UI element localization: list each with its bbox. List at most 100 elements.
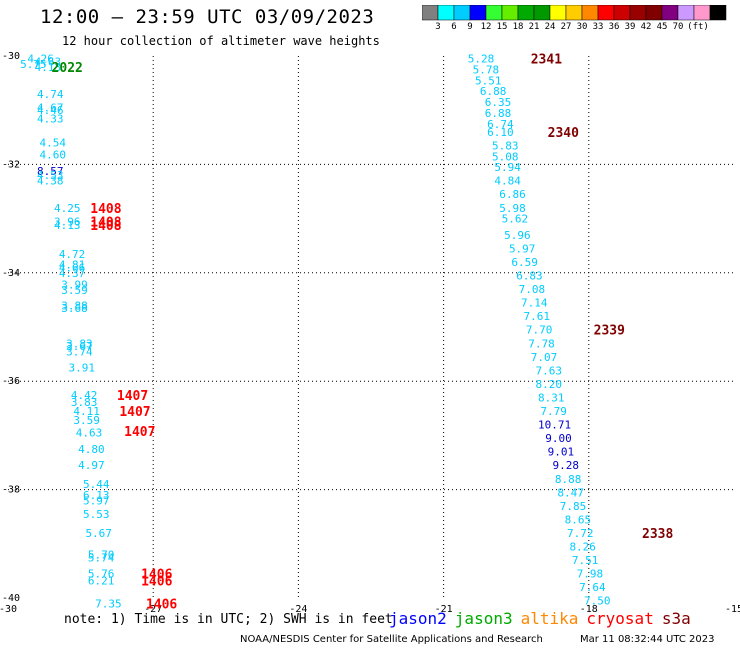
- wave-height-point: 4.72: [59, 248, 86, 261]
- wave-height-point: 7.64: [579, 581, 606, 594]
- legend-entry: cryosat: [586, 609, 654, 628]
- wave-height-point: 6.88: [485, 107, 512, 120]
- pass-time-label: 2338: [642, 527, 673, 542]
- wave-height-point: 3.88: [61, 299, 88, 312]
- wave-height-point: 7.14: [521, 297, 548, 310]
- wave-height-point: 3.91: [69, 362, 96, 375]
- wave-height-point: 9.00: [545, 432, 572, 445]
- wave-height-point: 3.59: [73, 414, 100, 427]
- wave-height-point: 8.65: [565, 513, 592, 526]
- color-scale-label: 24: [544, 22, 556, 32]
- x-tick-label: -24: [289, 604, 307, 615]
- wave-height-point: 3.68: [61, 302, 88, 315]
- wave-height-point: 5.08: [492, 150, 519, 163]
- legend-entry: jason3: [454, 609, 513, 628]
- color-scale-label: 30: [576, 22, 588, 32]
- wave-height-point: 4.33: [37, 112, 64, 125]
- wave-height-point: 7.79: [540, 405, 567, 418]
- wave-height-point: 4.60: [39, 149, 66, 162]
- y-tick-label: -36: [2, 376, 20, 387]
- wave-height-point: 5.94: [494, 161, 521, 174]
- wave-height-point: 6.88: [480, 85, 507, 98]
- wave-height-point: 3.83: [71, 396, 98, 409]
- pass-time-label: 2340: [548, 126, 579, 141]
- x-tick-label: -27: [144, 604, 162, 615]
- footer-note: note: 1) Time is in UTC; 2) SWH is in fe…: [64, 612, 393, 627]
- wave-height-point: 3.59: [61, 284, 88, 297]
- wave-height-point: 7.85: [560, 500, 587, 513]
- y-tick-label: -34: [2, 268, 20, 279]
- color-scale-label: 18: [512, 22, 524, 32]
- chart-title: 12:00 – 23:59 UTC 03/09/2023: [40, 6, 375, 28]
- wave-height-point: 3.74: [66, 345, 93, 358]
- color-scale-label: 21: [528, 22, 540, 32]
- pass-time-label: 2022: [52, 61, 83, 76]
- wave-height-point: 5.74: [88, 551, 115, 564]
- wave-height-point: 8.47: [557, 486, 584, 499]
- wave-height-point: 7.07: [531, 351, 558, 364]
- wave-height-point: 9.01: [548, 446, 575, 459]
- color-scale-label: 70: [672, 22, 684, 32]
- pass-time-label: 1406: [146, 597, 177, 612]
- wave-height-point: 7.35: [95, 597, 122, 610]
- wave-height-point: 7.50: [584, 595, 611, 608]
- wave-height-point: 6.13: [83, 489, 110, 502]
- wave-height-point: 3.99: [61, 279, 88, 292]
- pass-time-label: 2341: [531, 53, 562, 68]
- wave-height-point: 8.31: [538, 391, 565, 404]
- wave-height-point: 4.66: [59, 261, 86, 274]
- wave-height-point: 7.08: [519, 283, 546, 296]
- pass-time-label: 1407: [119, 405, 150, 420]
- wave-height-point: 6.74: [487, 118, 514, 131]
- wave-height-point: 5.97: [83, 494, 110, 507]
- wave-height-point: 4.63: [35, 55, 62, 68]
- wave-height-point: 9.28: [553, 459, 580, 472]
- wave-height-point: 7.98: [577, 568, 604, 581]
- wave-height-point: 5.78: [473, 64, 500, 77]
- wave-height-point: 7.70: [526, 324, 553, 337]
- wave-height-point: 10.71: [538, 419, 571, 432]
- wave-height-point: 4.74: [37, 88, 64, 101]
- wave-height-point: 6.35: [485, 96, 512, 109]
- wave-height-point: 7.72: [567, 527, 594, 540]
- wave-height-point: 4.26: [27, 53, 54, 66]
- legend-entry: altika: [520, 609, 579, 628]
- wave-height-point: 4.25: [54, 202, 80, 215]
- wave-height-point: 5.75: [20, 58, 46, 71]
- wave-height-point: 3.67: [66, 340, 93, 353]
- wave-height-point: 5.70: [88, 549, 115, 562]
- wave-height-point: 8.26: [569, 541, 596, 554]
- wave-height-point: 4.80: [78, 443, 105, 456]
- color-scale-label: 12: [480, 22, 492, 32]
- wave-height-point: 5.67: [85, 527, 112, 540]
- wave-height-point: 6.21: [88, 575, 115, 588]
- x-tick-label: -30: [0, 604, 17, 615]
- wave-height-point: 5.98: [499, 202, 526, 215]
- wave-height-point: 5.44: [83, 478, 110, 491]
- generation-timestamp: Mar 11 08:32:44 UTC 2023: [580, 634, 715, 645]
- legend-entry: jason2: [389, 609, 447, 628]
- wave-height-point: 4.37: [59, 267, 86, 280]
- pass-time-label: 1407: [124, 425, 155, 440]
- color-scale-label: 27: [560, 22, 572, 32]
- color-scale-label: 3: [435, 22, 441, 32]
- wave-height-point: 4.53: [37, 169, 64, 182]
- wave-height-point: 4.46: [37, 104, 64, 117]
- legend-entry: s3a: [661, 609, 691, 628]
- wave-height-point: 4.97: [78, 459, 105, 472]
- wave-height-point: 4.54: [39, 137, 66, 150]
- y-tick-label: -40: [2, 593, 20, 604]
- wave-height-point: 4.11: [73, 405, 100, 418]
- wave-height-point: 5.53: [83, 508, 110, 521]
- y-tick-label: -32: [2, 159, 20, 170]
- pass-time-label: 1408: [90, 219, 121, 234]
- color-scale-label: 6: [451, 22, 457, 32]
- pass-time-label: 2339: [594, 324, 625, 339]
- wave-height-point: 4.38: [37, 175, 64, 188]
- color-scale-label: 33: [592, 22, 604, 32]
- wave-height-point: 4.67: [37, 101, 64, 114]
- wave-height-point: 7.63: [536, 364, 563, 377]
- color-scale-bar: [422, 5, 727, 21]
- chart-subtitle: 12 hour collection of altimeter wave hei…: [62, 34, 380, 48]
